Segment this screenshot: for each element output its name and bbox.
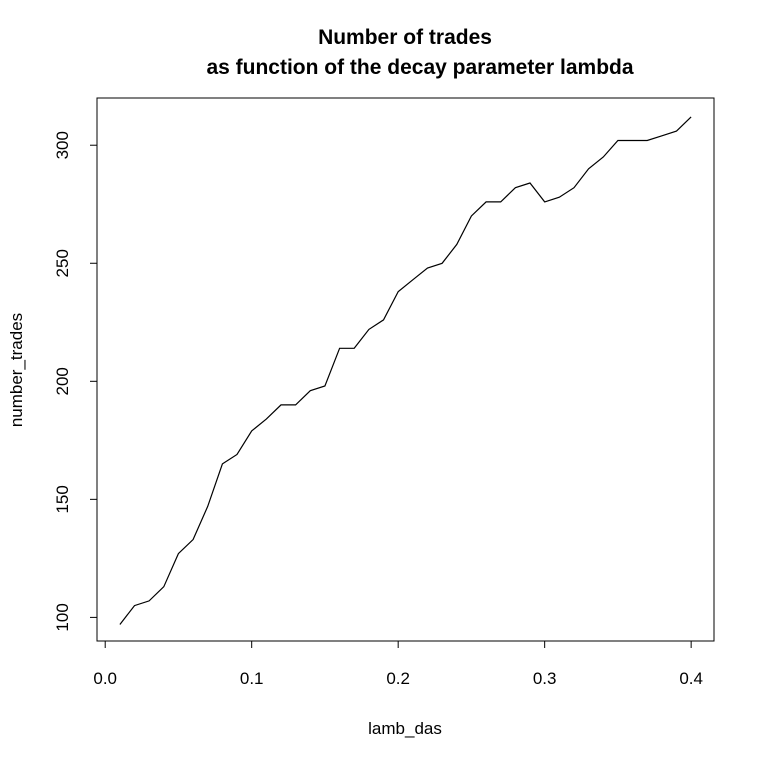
x-axis: 0.0 0.1 0.2 0.3 0.4 [93,640,703,688]
chart-subtitle: as function of the decay parameter lambd… [206,56,633,79]
y-tick-label: 150 [53,485,72,513]
x-tick-label: 0.3 [533,669,557,688]
y-tick-label: 300 [53,131,72,159]
x-tick-label: 0.4 [679,669,703,688]
chart-title: Number of trades [318,26,492,49]
x-tick-label: 0.0 [93,669,117,688]
y-axis: 100 150 200 250 300 [53,131,98,632]
y-tick-label: 250 [53,249,72,277]
y-tick-label: 200 [53,367,72,395]
x-axis-label: lamb_das [368,719,442,738]
y-tick-label: 100 [53,603,72,631]
series-line [119,116,692,625]
x-tick-label: 0.2 [386,669,410,688]
y-axis-label: number_trades [7,313,26,427]
x-tick-label: 0.1 [240,669,264,688]
plot-frame [96,97,715,642]
